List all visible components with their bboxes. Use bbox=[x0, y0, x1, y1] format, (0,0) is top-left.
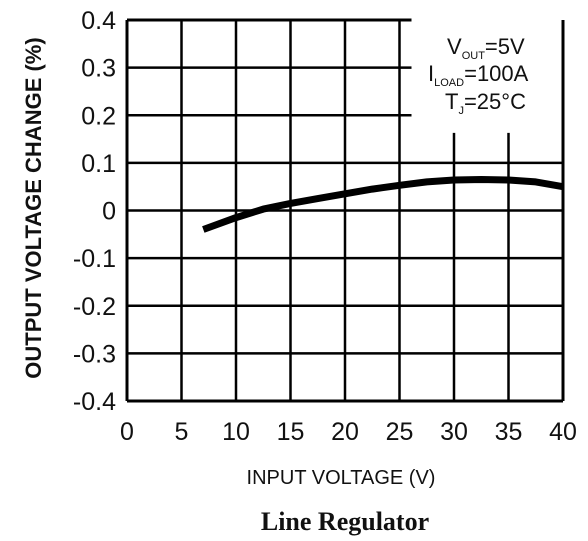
grid-lines bbox=[125, 18, 565, 403]
x-tick-label: 10 bbox=[222, 418, 250, 446]
x-tick-label: 0 bbox=[120, 418, 134, 446]
vout-condition: VOUT=5V bbox=[447, 34, 525, 62]
y-tick-label: -0.3 bbox=[73, 340, 116, 368]
x-tick-label: 25 bbox=[386, 418, 414, 446]
y-tick-label: 0.2 bbox=[81, 102, 116, 130]
y-axis-label: OUTPUT VOLTAGE CHANGE (%) bbox=[21, 37, 46, 378]
y-tick-label: 0.3 bbox=[81, 55, 116, 83]
x-tick-label: 35 bbox=[495, 418, 523, 446]
y-tick-label: 0 bbox=[102, 198, 116, 226]
x-axis-label: INPUT VOLTAGE (V) bbox=[247, 467, 436, 489]
x-tick-label: 40 bbox=[549, 418, 577, 446]
y-tick-label: 0.4 bbox=[81, 7, 116, 35]
y-tick-label: 0.1 bbox=[81, 150, 116, 178]
x-tick-label: 5 bbox=[175, 418, 189, 446]
series-line-0 bbox=[202, 176, 564, 233]
series-group bbox=[202, 176, 564, 233]
x-tick-label: 20 bbox=[331, 418, 359, 446]
conditions-annotation: VOUT=5V ILOAD=100A TJ=25°C bbox=[428, 34, 529, 117]
tj-condition: TJ=25°C bbox=[445, 89, 526, 117]
chart-caption: Line Regulator bbox=[261, 507, 429, 536]
y-tick-label: -0.2 bbox=[73, 293, 116, 321]
x-tick-label: 15 bbox=[277, 418, 305, 446]
iload-condition: ILOAD=100A bbox=[428, 61, 529, 89]
x-tick-label: 30 bbox=[440, 418, 468, 446]
y-tick-label: -0.4 bbox=[73, 388, 116, 416]
tick-labels: 0 5 10 15 20 25 30 35 40 0.4 0.3 0.2 0.1 0 -0.1 -0.2 -0.… bbox=[73, 7, 577, 446]
y-tick-label: -0.1 bbox=[73, 245, 116, 273]
